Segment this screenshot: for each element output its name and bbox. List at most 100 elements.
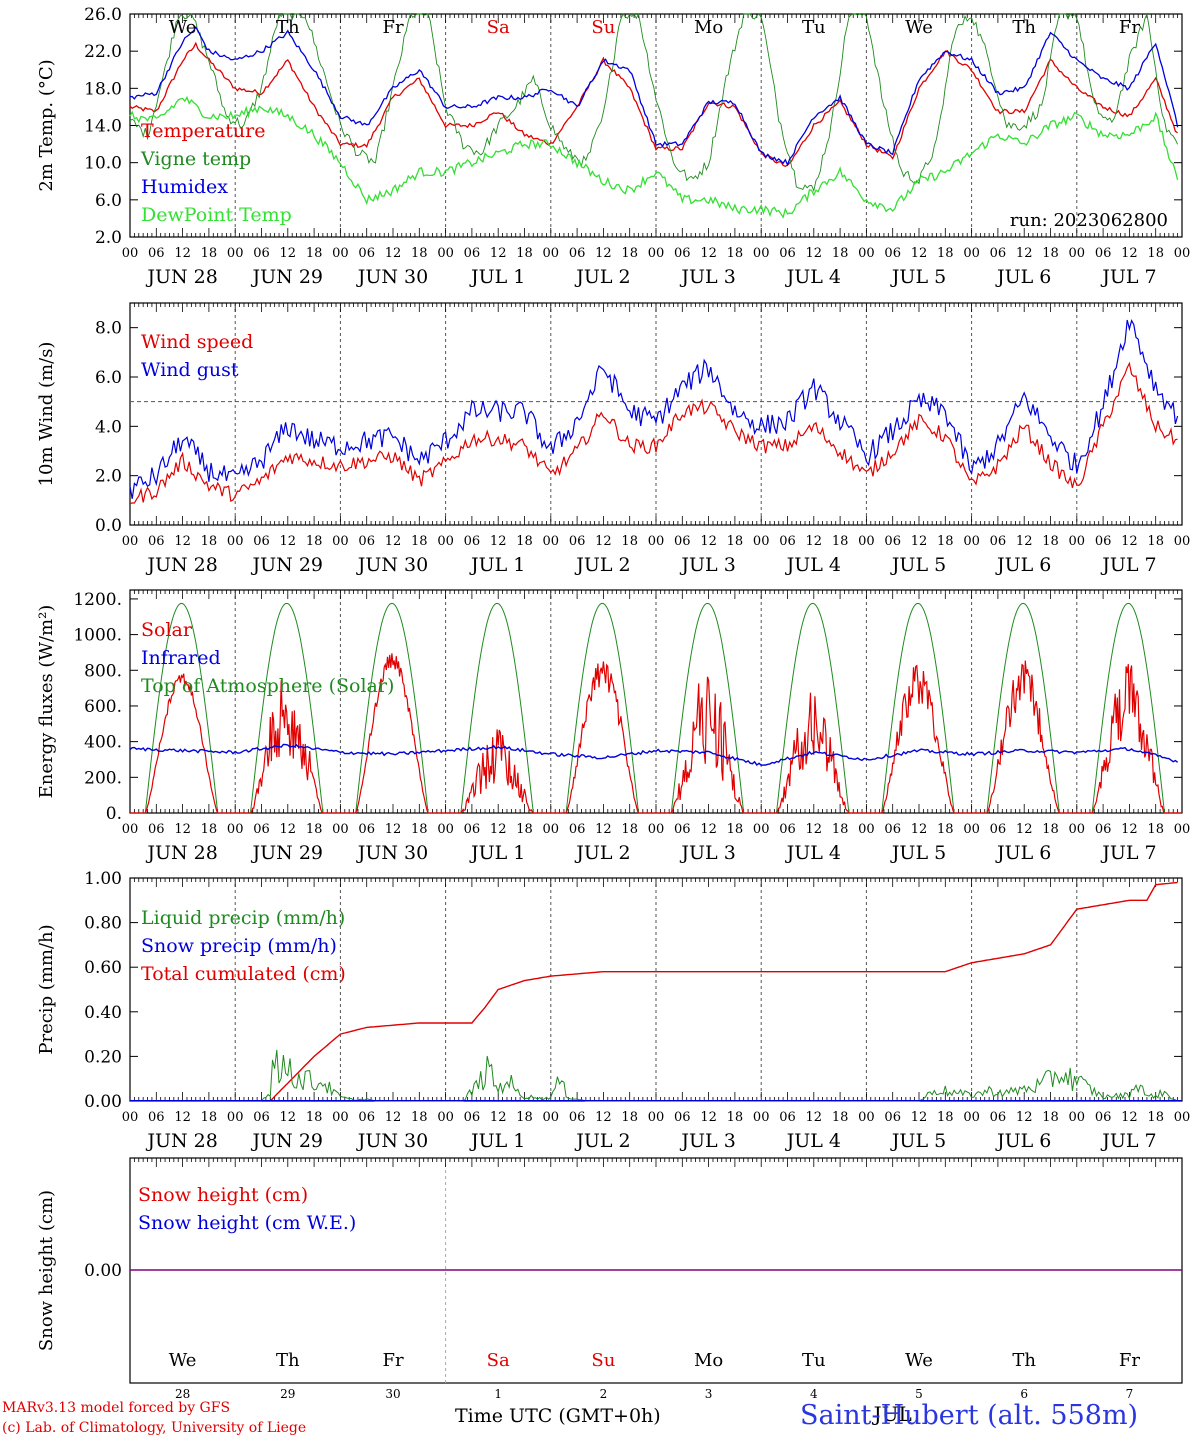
- hour-tick-label: 12: [490, 1110, 507, 1125]
- hour-tick-label: 12: [806, 1110, 823, 1125]
- hour-tick-label: 18: [516, 534, 533, 549]
- hour-tick-label: 12: [490, 822, 507, 837]
- date-label: JUL 1: [469, 842, 525, 864]
- hour-tick-label: 06: [779, 1110, 796, 1125]
- y-axis-label: Energy fluxes (W/m²): [36, 605, 57, 799]
- date-label: JUL 4: [785, 554, 841, 576]
- date-label: JUL 6: [995, 266, 1051, 288]
- y-tick-label: 800.: [84, 661, 122, 681]
- day-number-label: 2: [600, 1387, 608, 1401]
- hour-tick-label: 00: [437, 822, 454, 837]
- weekday-label: Fr: [382, 17, 403, 38]
- hour-tick-label: 06: [1095, 246, 1112, 261]
- hour-tick-label: 00: [543, 246, 560, 261]
- date-label: JUL 4: [785, 842, 841, 864]
- date-label: JUL 3: [679, 1130, 735, 1152]
- hour-tick-label: 00: [963, 822, 980, 837]
- hour-tick-label: 12: [806, 534, 823, 549]
- hour-tick-label: 12: [280, 246, 297, 261]
- hour-tick-label: 00: [332, 822, 349, 837]
- date-label: JUL 7: [1100, 266, 1156, 288]
- hour-tick-label: 18: [1042, 1110, 1059, 1125]
- y-tick-label: 0.20: [84, 1047, 122, 1067]
- hour-tick-label: 12: [1016, 246, 1033, 261]
- hour-tick-label: 12: [490, 534, 507, 549]
- hour-tick-label: 18: [411, 534, 428, 549]
- date-label: JUL 2: [574, 842, 630, 864]
- hour-tick-label: 12: [595, 534, 612, 549]
- hour-tick-label: 18: [621, 534, 638, 549]
- hour-tick-label: 18: [306, 534, 323, 549]
- hour-tick-label: 00: [543, 1110, 560, 1125]
- hour-tick-label: 12: [1016, 822, 1033, 837]
- hour-tick-label: 06: [253, 822, 270, 837]
- weekday-label: Th: [276, 1350, 300, 1371]
- hour-tick-label: 06: [779, 246, 796, 261]
- weekday-label: We: [169, 17, 197, 38]
- month-label: JUL: [872, 1402, 912, 1426]
- date-label: JUL 5: [890, 1130, 946, 1152]
- hour-tick-label: 00: [437, 1110, 454, 1125]
- day-number-label: 3: [705, 1387, 713, 1401]
- y-tick-label: 1200.: [73, 590, 122, 610]
- station-name: Saint-Hubert (alt. 558m): [800, 1400, 1139, 1431]
- hour-tick-label: 00: [1069, 246, 1086, 261]
- weekday-label: Th: [1012, 17, 1036, 38]
- day-number-label: 29: [280, 1387, 295, 1401]
- hour-tick-label: 00: [1069, 534, 1086, 549]
- y-tick-label: 10.0: [84, 154, 122, 174]
- y-tick-label: 0.: [106, 804, 122, 824]
- series-line-wind-gust: [129, 319, 1179, 499]
- hour-tick-label: 00: [648, 246, 665, 261]
- day-number-label: 30: [385, 1387, 400, 1401]
- y-tick-label: 0.00: [84, 1261, 122, 1281]
- y-tick-label: 1.00: [84, 869, 122, 889]
- date-label: JUN 30: [356, 1130, 428, 1152]
- hour-tick-label: 18: [411, 822, 428, 837]
- series-line-liquid-precip: [130, 1049, 1178, 1102]
- hour-tick-label: 12: [385, 534, 402, 549]
- hour-tick-label: 12: [174, 1110, 191, 1125]
- hour-tick-label: 06: [464, 246, 481, 261]
- hour-tick-label: 00: [963, 534, 980, 549]
- hour-tick-label: 18: [201, 246, 218, 261]
- weekday-label: Fr: [382, 1350, 403, 1371]
- date-label: JUL 1: [469, 554, 525, 576]
- hour-tick-label: 18: [937, 246, 954, 261]
- hour-tick-label: 12: [700, 534, 717, 549]
- legend-entry: Infrared: [141, 647, 221, 669]
- series-line-solar: [130, 653, 1182, 814]
- hour-tick-label: 00: [122, 1110, 139, 1125]
- weekday-label: Sa: [487, 17, 510, 38]
- series-line-vigne-temp: [129, 12, 1179, 193]
- hour-tick-label: 00: [543, 822, 560, 837]
- hour-tick-label: 00: [753, 1110, 770, 1125]
- date-label: JUL 1: [469, 266, 525, 288]
- y-axis-label: 10m Wind (m/s): [36, 342, 57, 487]
- hour-tick-label: 00: [963, 246, 980, 261]
- hour-tick-label: 18: [727, 1110, 744, 1125]
- hour-tick-label: 12: [1121, 1110, 1138, 1125]
- legend-entry: Top of Atmosphere (Solar): [141, 675, 394, 697]
- hour-tick-label: 18: [1042, 246, 1059, 261]
- hour-tick-label: 00: [332, 246, 349, 261]
- hour-tick-label: 12: [280, 1110, 297, 1125]
- y-tick-label: 14.0: [84, 117, 122, 137]
- series-line-temperature: [129, 41, 1178, 168]
- hour-tick-label: 06: [674, 246, 691, 261]
- hour-tick-label: 06: [464, 822, 481, 837]
- day-number-label: 6: [1020, 1387, 1028, 1401]
- hour-tick-label: 06: [569, 822, 586, 837]
- hour-tick-label: 06: [990, 246, 1007, 261]
- hour-tick-label: 00: [858, 534, 875, 549]
- weekday-label: Su: [591, 1350, 615, 1371]
- hour-tick-label: 00: [1174, 1110, 1191, 1125]
- hour-tick-label: 06: [779, 534, 796, 549]
- series-line-infrared: [129, 743, 1179, 767]
- hour-tick-label: 06: [358, 246, 375, 261]
- hour-tick-label: 12: [490, 246, 507, 261]
- y-tick-label: 0.00: [84, 1092, 122, 1112]
- legend-entry: Humidex: [141, 176, 228, 198]
- day-number-label: 1: [494, 1387, 502, 1401]
- y-tick-label: 8.0: [95, 319, 122, 339]
